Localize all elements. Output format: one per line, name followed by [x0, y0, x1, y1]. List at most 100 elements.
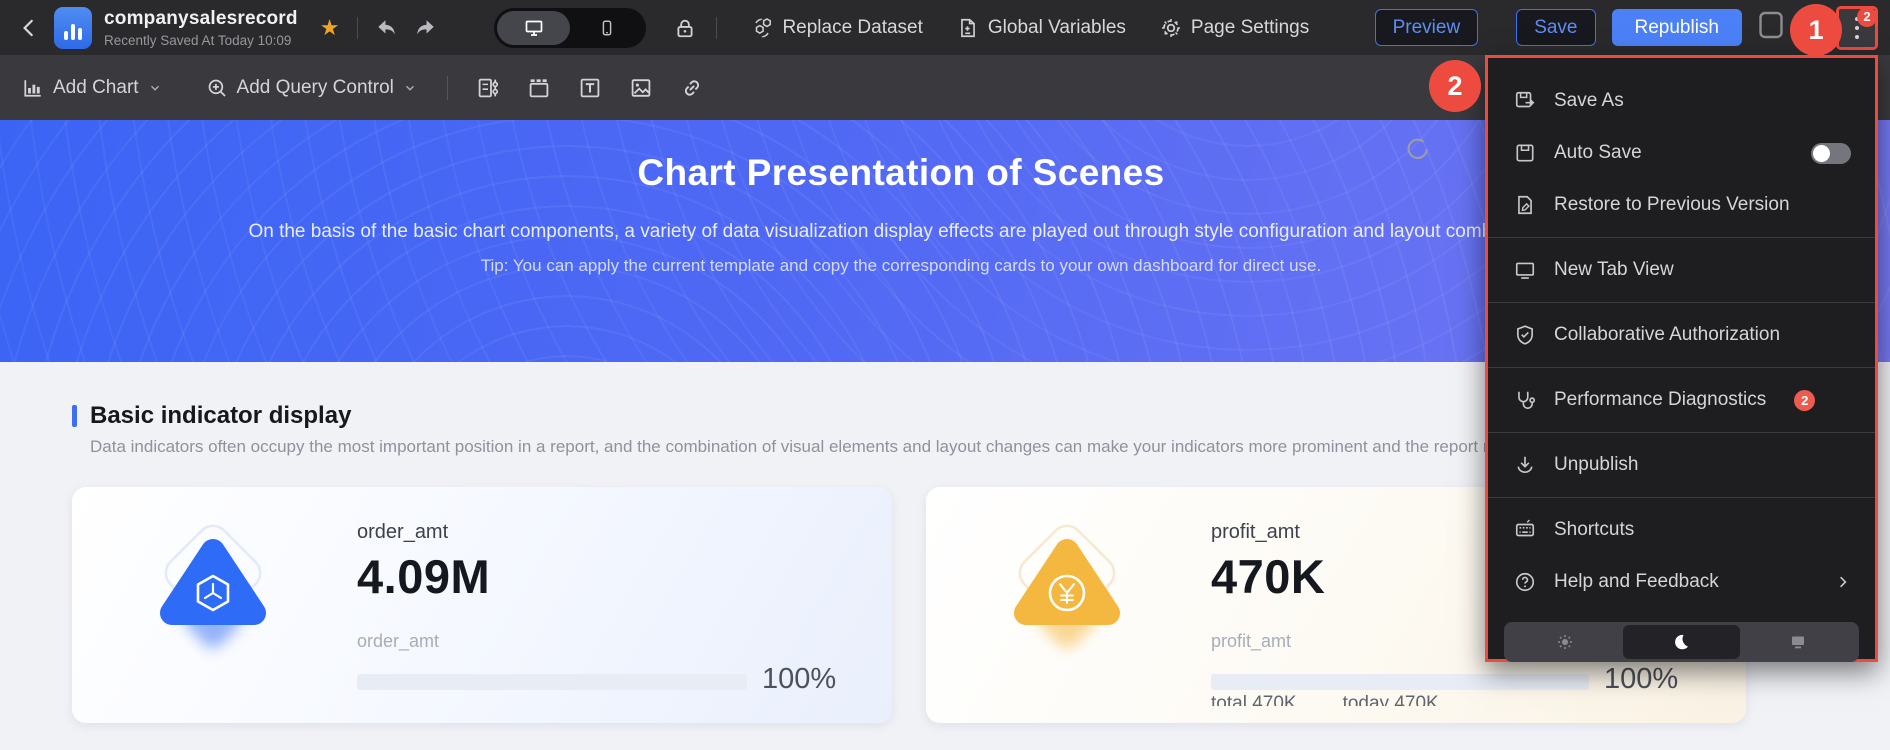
gear-icon: [1161, 18, 1180, 37]
tab-container-icon[interactable]: [527, 76, 551, 100]
progress-percent: 100%: [762, 663, 837, 695]
menu-item-label: Unpublish: [1554, 454, 1639, 475]
section-title: Basic indicator display: [90, 402, 352, 429]
hero-content: Chart Presentation of Scenes On the basi…: [0, 152, 1802, 276]
page-settings-button[interactable]: Page Settings: [1160, 17, 1309, 39]
lock-icon[interactable]: [674, 17, 696, 39]
moon-icon: [1675, 634, 1689, 650]
control-panel-icon[interactable]: [476, 76, 500, 100]
global-variables-label: Global Variables: [987, 16, 1126, 38]
link-widget-icon[interactable]: [680, 76, 704, 100]
replace-dataset-button[interactable]: Replace Dataset: [751, 17, 923, 39]
query-control-icon: [208, 79, 226, 97]
publish-status-icon[interactable]: [1756, 8, 1786, 47]
more-menu-wrapper: 2: [1836, 5, 1878, 50]
hero-subtitle: On the basis of the basic chart componen…: [248, 221, 1554, 242]
order-amt-icon: [160, 524, 266, 649]
menu-item-unpublish[interactable]: Unpublish: [1488, 439, 1875, 491]
card-progress: 100%: [357, 663, 836, 696]
republish-button[interactable]: Republish: [1611, 9, 1742, 46]
menu-item-auto-save[interactable]: Auto Save: [1488, 127, 1875, 179]
add-chart-label: Add Chart: [53, 76, 139, 98]
topbar-right: Preview Save Republish 2: [1374, 5, 1880, 50]
menu-item-label: Restore to Previous Version: [1554, 194, 1790, 215]
stethoscope-icon: [1518, 391, 1536, 410]
card-secondary-metrics: total 470K today 470K: [1211, 693, 1439, 706]
preview-button[interactable]: Preview: [1374, 9, 1479, 46]
menu-item-help-and-feedback[interactable]: Help and Feedback: [1488, 556, 1875, 608]
desktop-view-toggle[interactable]: [497, 10, 571, 45]
page-title: companysalesrecord: [104, 7, 298, 29]
divider: [716, 16, 718, 39]
card-value: 470K: [1211, 550, 1326, 603]
auto-save-toggle[interactable]: [1811, 142, 1851, 164]
indicator-card-order-amt[interactable]: order_amt 4.09M order_amt 100%: [72, 487, 892, 723]
menu-separator: [1488, 497, 1875, 498]
insert-icon-group: [476, 76, 704, 100]
annotation-step-1: 1: [1790, 4, 1842, 56]
sun-icon: [1558, 635, 1573, 649]
menu-item-label: Auto Save: [1554, 142, 1642, 163]
favorite-star-icon[interactable]: ★: [319, 14, 340, 40]
save-status: Recently Saved At Today 10:09: [104, 32, 292, 48]
divider: [446, 75, 448, 100]
save-button[interactable]: Save: [1516, 9, 1596, 46]
add-query-control-button[interactable]: Add Query Control: [206, 77, 417, 99]
undo-icon[interactable]: [374, 17, 398, 39]
chevron-right-icon: [1840, 576, 1847, 588]
mobile-view-toggle[interactable]: [570, 11, 643, 45]
device-toggle[interactable]: [494, 7, 647, 48]
title-block: companysalesrecord Recently Saved At Tod…: [104, 8, 298, 48]
menu-item-label: Save As: [1554, 90, 1624, 111]
theme-auto-option[interactable]: [1740, 625, 1856, 659]
global-variables-icon: [961, 18, 975, 37]
menu-item-label: Collaborative Authorization: [1554, 324, 1781, 345]
progress-percent: 100%: [1604, 663, 1679, 695]
card-progress: 100%: [1211, 663, 1678, 696]
menu-item-performance-diagnostics[interactable]: Performance Diagnostics 2: [1488, 374, 1875, 426]
chevron-down-icon: [150, 85, 159, 91]
image-widget-icon[interactable]: [629, 76, 653, 100]
menu-item-new-tab-view[interactable]: New Tab View: [1488, 244, 1875, 296]
new-tab-view-icon: [1515, 262, 1535, 279]
theme-switcher: [1504, 622, 1859, 662]
metric-right: today 470K: [1342, 693, 1439, 706]
card-sublabel: order_amt: [357, 631, 440, 651]
menu-item-save-as[interactable]: Save As: [1488, 75, 1875, 127]
menu-item-shortcuts[interactable]: Shortcuts: [1488, 504, 1875, 556]
save-as-icon: [1515, 91, 1535, 108]
text-widget-icon[interactable]: [578, 76, 602, 100]
menu-item-collaborative-authorization[interactable]: Collaborative Authorization: [1488, 309, 1875, 361]
menu-item-restore-version[interactable]: Restore to Previous Version: [1488, 179, 1875, 231]
menu-separator: [1488, 302, 1875, 303]
performance-diagnostics-badge: 2: [1794, 389, 1816, 411]
back-icon[interactable]: [18, 17, 40, 39]
theme-dark-option[interactable]: [1623, 625, 1740, 659]
card-label: order_amt: [357, 521, 449, 543]
theme-light-option[interactable]: [1507, 625, 1623, 659]
progress-track: [1211, 673, 1589, 690]
more-options-menu: Save As Auto Save Restore to Previous Ve…: [1485, 55, 1878, 662]
clear-canvas-icon[interactable]: [1404, 136, 1430, 167]
add-query-control-label: Add Query Control: [236, 76, 394, 98]
global-variables-button[interactable]: Global Variables: [957, 17, 1126, 39]
help-icon: [1515, 572, 1535, 592]
annotation-step-2: 2: [1429, 60, 1481, 112]
top-bar: companysalesrecord Recently Saved At Tod…: [0, 0, 1890, 55]
unpublish-icon: [1517, 456, 1533, 473]
menu-separator: [1488, 367, 1875, 368]
section-accent-bar: [72, 405, 77, 427]
menu-item-label: Help and Feedback: [1554, 571, 1719, 592]
menu-separator: [1488, 237, 1875, 238]
bar-chart-icon: [24, 79, 41, 97]
hero-tip: Tip: You can apply the current template …: [480, 256, 1322, 275]
menu-item-label: Shortcuts: [1554, 519, 1635, 540]
profit-amt-icon: [1014, 524, 1120, 649]
redo-icon[interactable]: [414, 17, 438, 39]
chevron-down-icon: [405, 85, 414, 91]
add-chart-button[interactable]: Add Chart: [22, 77, 162, 99]
dashboard-app-icon: [54, 6, 92, 49]
menu-item-label: New Tab View: [1554, 259, 1674, 280]
auto-save-icon: [1516, 144, 1534, 162]
card-value: 4.09M: [357, 550, 491, 603]
